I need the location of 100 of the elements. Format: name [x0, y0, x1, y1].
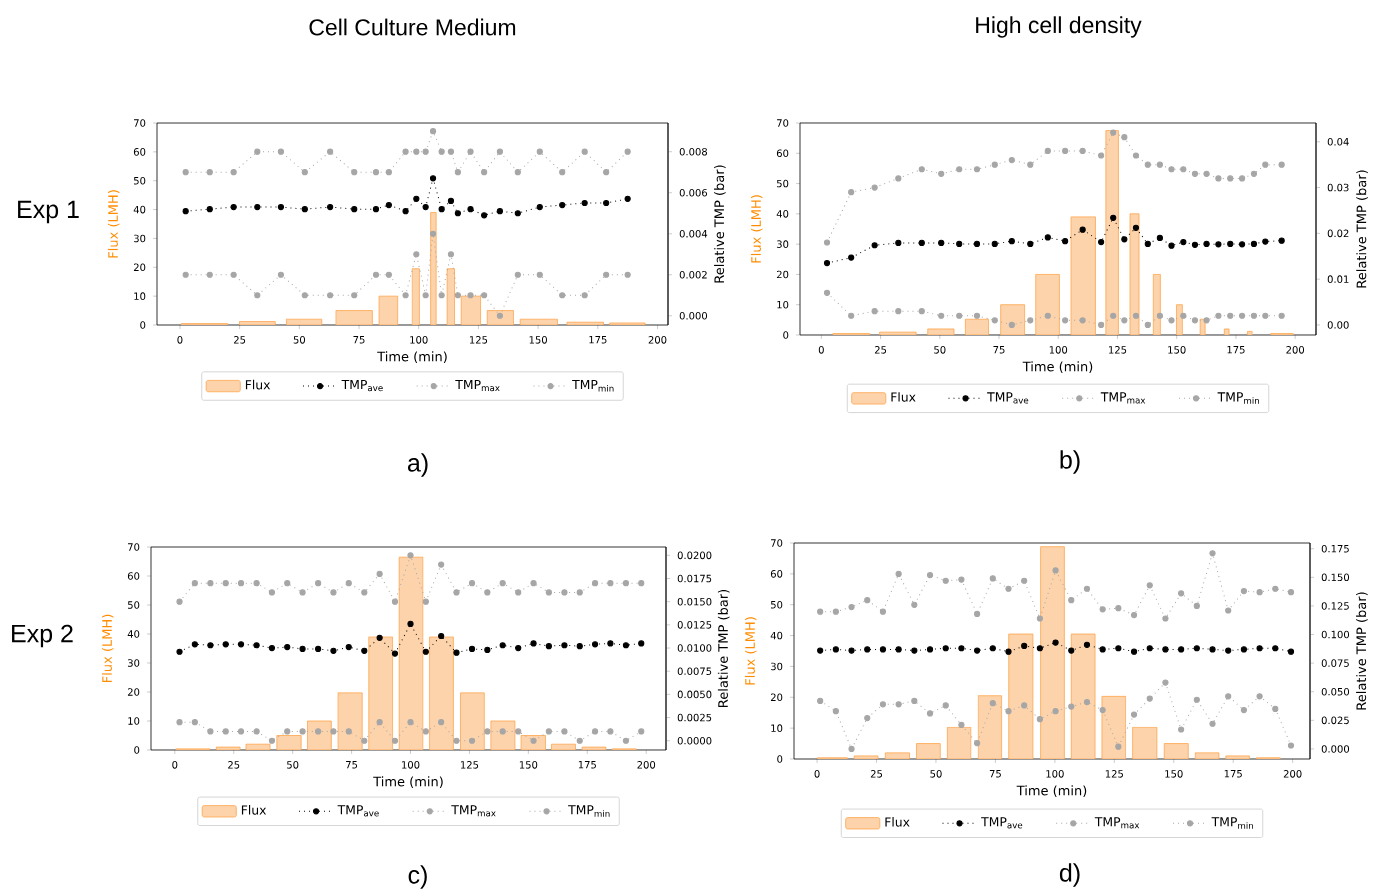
point — [895, 646, 902, 653]
point — [268, 589, 276, 596]
point — [496, 148, 504, 155]
point — [422, 292, 429, 299]
y-tick-label: 30 — [133, 234, 146, 243]
point — [879, 646, 887, 653]
point — [991, 317, 998, 324]
point — [402, 148, 409, 155]
point — [1203, 170, 1210, 177]
y-tick-label: 20 — [127, 688, 140, 696]
point — [438, 632, 445, 640]
point — [926, 646, 934, 653]
point — [1036, 716, 1043, 723]
point — [422, 648, 429, 655]
point — [1008, 238, 1015, 245]
point — [372, 206, 380, 213]
legend-label: TMP$_{min}$ — [572, 380, 614, 392]
point — [1168, 242, 1175, 249]
point — [206, 271, 213, 278]
point — [561, 642, 568, 649]
x-tick-label: 0 — [818, 346, 824, 354]
point — [468, 645, 476, 653]
point — [1121, 236, 1128, 243]
point — [1027, 317, 1034, 324]
point — [1256, 589, 1263, 596]
legend-label: TMP$_{ave}$ — [337, 805, 379, 817]
y-tick-label: 40 — [133, 205, 146, 214]
point — [1098, 321, 1105, 329]
point — [284, 728, 291, 735]
y-tick-label: 10 — [134, 292, 146, 300]
y2-tick-label: 0.175 — [1321, 544, 1349, 553]
point — [1240, 646, 1247, 653]
point — [974, 740, 981, 747]
point — [438, 206, 445, 213]
x-tick-label: 150 — [1168, 346, 1186, 354]
y2-tick-label: 0.0000 — [677, 736, 712, 745]
point — [1021, 702, 1028, 709]
point — [230, 169, 237, 176]
point — [576, 643, 583, 650]
y-tick-label: 50 — [777, 179, 789, 188]
x-axis-title: Time (min) — [373, 776, 443, 788]
point — [385, 201, 392, 209]
point — [817, 608, 824, 615]
point — [330, 647, 337, 654]
y-tick-label: 70 — [777, 119, 789, 127]
point — [956, 312, 963, 319]
point — [438, 292, 445, 299]
point — [832, 646, 839, 653]
point — [1227, 240, 1234, 247]
point — [1021, 642, 1028, 650]
point — [372, 271, 380, 278]
point — [848, 603, 855, 611]
x-axis-title: Time (min) — [1016, 785, 1087, 797]
point — [327, 203, 334, 211]
y2-tick-label: 0.0100 — [677, 644, 712, 652]
point — [911, 601, 918, 608]
point — [991, 240, 998, 247]
text: Exp 2 — [12, 624, 73, 648]
y2-tick-label: 0.0050 — [677, 690, 712, 699]
point — [254, 148, 261, 155]
point — [1099, 646, 1106, 653]
point — [484, 646, 491, 653]
y-tick-label: 20 — [776, 270, 789, 279]
point — [1144, 240, 1151, 247]
point — [1098, 238, 1105, 246]
point — [301, 206, 308, 213]
text: a) — [407, 453, 428, 477]
x-tick-label: 175 — [578, 761, 596, 769]
point — [1062, 238, 1069, 245]
x-tick-label: 100 — [1049, 346, 1068, 354]
point — [871, 184, 878, 191]
point — [467, 206, 474, 213]
point — [895, 175, 902, 182]
point — [191, 641, 198, 648]
point — [638, 640, 645, 647]
point — [1209, 550, 1216, 557]
point — [1052, 567, 1059, 574]
point — [1130, 648, 1138, 655]
point — [429, 128, 437, 135]
point — [385, 271, 392, 278]
point — [1272, 705, 1279, 712]
point — [536, 203, 543, 211]
y-tick-label: 30 — [776, 240, 789, 248]
point — [1193, 696, 1200, 703]
point — [1027, 240, 1034, 247]
point — [351, 292, 358, 299]
point — [1146, 645, 1153, 652]
point — [385, 169, 392, 176]
point — [1272, 645, 1279, 652]
point — [864, 597, 871, 604]
point — [1256, 693, 1263, 700]
point — [823, 239, 831, 246]
point — [222, 580, 229, 587]
point — [1287, 648, 1295, 655]
x-tick-label: 50 — [293, 336, 306, 344]
y-tick-label: 70 — [771, 539, 783, 547]
point — [918, 239, 925, 247]
point — [268, 737, 276, 744]
x-tick-label: 200 — [648, 336, 667, 344]
point — [1225, 607, 1232, 614]
